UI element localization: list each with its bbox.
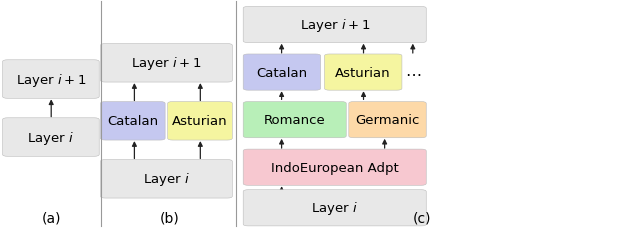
Text: Asturian: Asturian [172,115,228,128]
FancyBboxPatch shape [243,102,346,138]
FancyBboxPatch shape [243,55,321,91]
Text: Catalan: Catalan [108,115,158,128]
Text: Layer $i$: Layer $i$ [28,129,74,146]
Text: Layer $i+1$: Layer $i+1$ [16,71,86,88]
Text: $\cdots$: $\cdots$ [404,66,421,81]
FancyBboxPatch shape [243,7,426,43]
FancyBboxPatch shape [100,102,165,140]
FancyBboxPatch shape [168,102,232,140]
Text: Layer $i+1$: Layer $i+1$ [131,55,202,72]
Text: Asturian: Asturian [335,66,391,79]
Text: Germanic: Germanic [355,114,420,127]
FancyBboxPatch shape [324,55,402,91]
FancyBboxPatch shape [3,118,99,157]
FancyBboxPatch shape [100,160,232,198]
Text: Layer $i+1$: Layer $i+1$ [300,17,370,34]
FancyBboxPatch shape [100,44,232,83]
Text: Romance: Romance [264,114,326,127]
FancyBboxPatch shape [243,190,426,226]
FancyBboxPatch shape [3,61,99,99]
Text: Catalan: Catalan [257,66,307,79]
Text: (c): (c) [413,210,431,224]
Text: IndoEuropean Adpt: IndoEuropean Adpt [271,161,399,174]
Text: Layer $i$: Layer $i$ [143,170,190,188]
Text: (b): (b) [160,210,179,224]
FancyBboxPatch shape [243,149,426,185]
Text: Layer $i$: Layer $i$ [311,199,358,216]
Text: (a): (a) [42,210,61,224]
FancyBboxPatch shape [349,102,426,138]
